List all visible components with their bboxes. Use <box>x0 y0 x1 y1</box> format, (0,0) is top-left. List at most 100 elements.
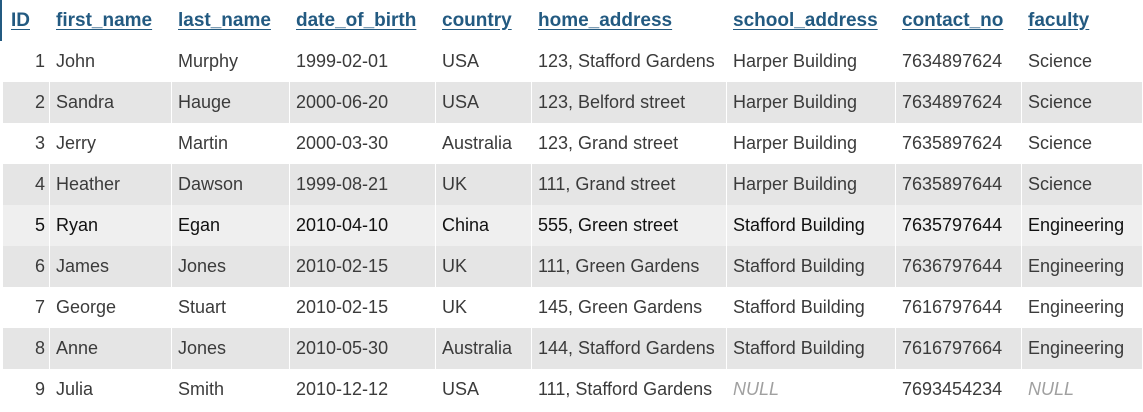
column-header-home-address-label[interactable]: home_address <box>538 9 673 31</box>
cell-last-name[interactable]: Smith <box>172 369 290 410</box>
cell-contact-no[interactable]: 7634897624 <box>896 41 1022 82</box>
cell-faculty[interactable]: Engineering <box>1022 246 1143 287</box>
cell-date-of-birth[interactable]: 1999-02-01 <box>290 41 436 82</box>
cell-last-name[interactable]: Dawson <box>172 164 290 205</box>
cell-contact-no[interactable]: 7635897624 <box>896 123 1022 164</box>
cell-first-name[interactable]: John <box>50 41 172 82</box>
cell-id[interactable]: 4 <box>3 164 50 205</box>
column-header-school-address-label[interactable]: school_address <box>733 9 878 31</box>
cell-faculty[interactable]: Science <box>1022 164 1143 205</box>
cell-last-name[interactable]: Egan <box>172 205 290 246</box>
column-header-first-name-label[interactable]: first_name <box>56 9 153 31</box>
cell-id[interactable]: 3 <box>3 123 50 164</box>
cell-school-address[interactable]: NULL <box>727 369 896 410</box>
cell-school-address[interactable]: Harper Building <box>727 123 896 164</box>
cell-contact-no[interactable]: 7635797644 <box>896 205 1022 246</box>
column-header-first-name[interactable]: first_name <box>50 0 172 41</box>
cell-last-name[interactable]: Murphy <box>172 41 290 82</box>
cell-country[interactable]: USA <box>436 369 532 410</box>
column-header-contact-no[interactable]: contact_no <box>896 0 1022 41</box>
cell-home-address[interactable]: 123, Grand street <box>532 123 727 164</box>
cell-country[interactable]: Australia <box>436 123 532 164</box>
cell-id[interactable]: 5 <box>3 205 50 246</box>
cell-first-name[interactable]: George <box>50 287 172 328</box>
cell-date-of-birth[interactable]: 2000-03-30 <box>290 123 436 164</box>
cell-date-of-birth[interactable]: 2000-06-20 <box>290 82 436 123</box>
cell-contact-no[interactable]: 7693454234 <box>896 369 1022 410</box>
cell-first-name[interactable]: James <box>50 246 172 287</box>
cell-country[interactable]: China <box>436 205 532 246</box>
column-header-id-label[interactable]: ID <box>11 9 30 31</box>
cell-country[interactable]: UK <box>436 164 532 205</box>
column-header-last-name[interactable]: last_name <box>172 0 290 41</box>
cell-last-name[interactable]: Jones <box>172 246 290 287</box>
cell-home-address[interactable]: 123, Belford street <box>532 82 727 123</box>
table-row[interactable]: 7 George Stuart 2010-02-15 UK 145, Green Gard… <box>0 287 1143 328</box>
cell-home-address[interactable]: 111, Stafford Gardens <box>532 369 727 410</box>
cell-first-name[interactable]: Heather <box>50 164 172 205</box>
cell-faculty[interactable]: Engineering <box>1022 328 1143 369</box>
cell-last-name[interactable]: Stuart <box>172 287 290 328</box>
cell-contact-no[interactable]: 7616797644 <box>896 287 1022 328</box>
cell-contact-no[interactable]: 7636797644 <box>896 246 1022 287</box>
cell-home-address[interactable]: 144, Stafford Gardens <box>532 328 727 369</box>
cell-faculty[interactable]: Science <box>1022 82 1143 123</box>
cell-date-of-birth[interactable]: 2010-02-15 <box>290 246 436 287</box>
column-header-home-address[interactable]: home_address <box>532 0 727 41</box>
cell-first-name[interactable]: Julia <box>50 369 172 410</box>
table-row[interactable]: 8 Anne Jones 2010-05-30 Australia 144, Staffo… <box>0 328 1143 369</box>
table-row[interactable]: 5 Ryan Egan 2010-04-10 China 555, Green stree… <box>0 205 1143 246</box>
cell-country[interactable]: UK <box>436 287 532 328</box>
cell-date-of-birth[interactable]: 2010-05-30 <box>290 328 436 369</box>
cell-school-address[interactable]: Stafford Building <box>727 328 896 369</box>
cell-first-name[interactable]: Jerry <box>50 123 172 164</box>
cell-home-address[interactable]: 111, Green Gardens <box>532 246 727 287</box>
cell-faculty[interactable]: Engineering <box>1022 287 1143 328</box>
cell-first-name[interactable]: Ryan <box>50 205 172 246</box>
column-header-school-address[interactable]: school_address <box>727 0 896 41</box>
cell-id[interactable]: 9 <box>3 369 50 410</box>
column-header-date-of-birth[interactable]: date_of_birth <box>290 0 436 41</box>
cell-date-of-birth[interactable]: 2010-04-10 <box>290 205 436 246</box>
column-header-faculty-label[interactable]: faculty <box>1028 9 1090 31</box>
cell-home-address[interactable]: 555, Green street <box>532 205 727 246</box>
cell-contact-no[interactable]: 7634897624 <box>896 82 1022 123</box>
cell-country[interactable]: UK <box>436 246 532 287</box>
cell-school-address[interactable]: Harper Building <box>727 164 896 205</box>
table-row[interactable]: 6 James Jones 2010-02-15 UK 111, Green Garden… <box>0 246 1143 287</box>
cell-id[interactable]: 2 <box>3 82 50 123</box>
cell-date-of-birth[interactable]: 2010-02-15 <box>290 287 436 328</box>
column-header-faculty[interactable]: faculty <box>1022 0 1143 41</box>
cell-faculty[interactable]: NULL <box>1022 369 1143 410</box>
cell-faculty[interactable]: Science <box>1022 41 1143 82</box>
cell-id[interactable]: 8 <box>3 328 50 369</box>
table-row[interactable]: 1 John Murphy 1999-02-01 USA 123, Stafford Ga… <box>0 41 1143 82</box>
column-header-id[interactable]: ID <box>3 0 50 41</box>
cell-country[interactable]: Australia <box>436 328 532 369</box>
cell-home-address[interactable]: 111, Grand street <box>532 164 727 205</box>
cell-school-address[interactable]: Stafford Building <box>727 205 896 246</box>
cell-faculty[interactable]: Engineering <box>1022 205 1143 246</box>
column-header-contact-no-label[interactable]: contact_no <box>902 9 1004 31</box>
cell-contact-no[interactable]: 7616797664 <box>896 328 1022 369</box>
cell-date-of-birth[interactable]: 1999-08-21 <box>290 164 436 205</box>
cell-school-address[interactable]: Harper Building <box>727 41 896 82</box>
cell-contact-no[interactable]: 7635897644 <box>896 164 1022 205</box>
cell-id[interactable]: 6 <box>3 246 50 287</box>
cell-first-name[interactable]: Anne <box>50 328 172 369</box>
column-header-country-label[interactable]: country <box>442 9 512 31</box>
cell-last-name[interactable]: Hauge <box>172 82 290 123</box>
column-header-date-of-birth-label[interactable]: date_of_birth <box>296 9 417 31</box>
cell-school-address[interactable]: Stafford Building <box>727 246 896 287</box>
cell-date-of-birth[interactable]: 2010-12-12 <box>290 369 436 410</box>
cell-faculty[interactable]: Science <box>1022 123 1143 164</box>
cell-first-name[interactable]: Sandra <box>50 82 172 123</box>
cell-country[interactable]: USA <box>436 82 532 123</box>
table-row[interactable]: 4 Heather Dawson 1999-08-21 UK 111, Grand str… <box>0 164 1143 205</box>
cell-id[interactable]: 7 <box>3 287 50 328</box>
cell-last-name[interactable]: Jones <box>172 328 290 369</box>
cell-id[interactable]: 1 <box>3 41 50 82</box>
cell-school-address[interactable]: Harper Building <box>727 82 896 123</box>
table-row[interactable]: 2 Sandra Hauge 2000-06-20 USA 123, Belford st… <box>0 82 1143 123</box>
column-header-last-name-label[interactable]: last_name <box>178 9 271 31</box>
